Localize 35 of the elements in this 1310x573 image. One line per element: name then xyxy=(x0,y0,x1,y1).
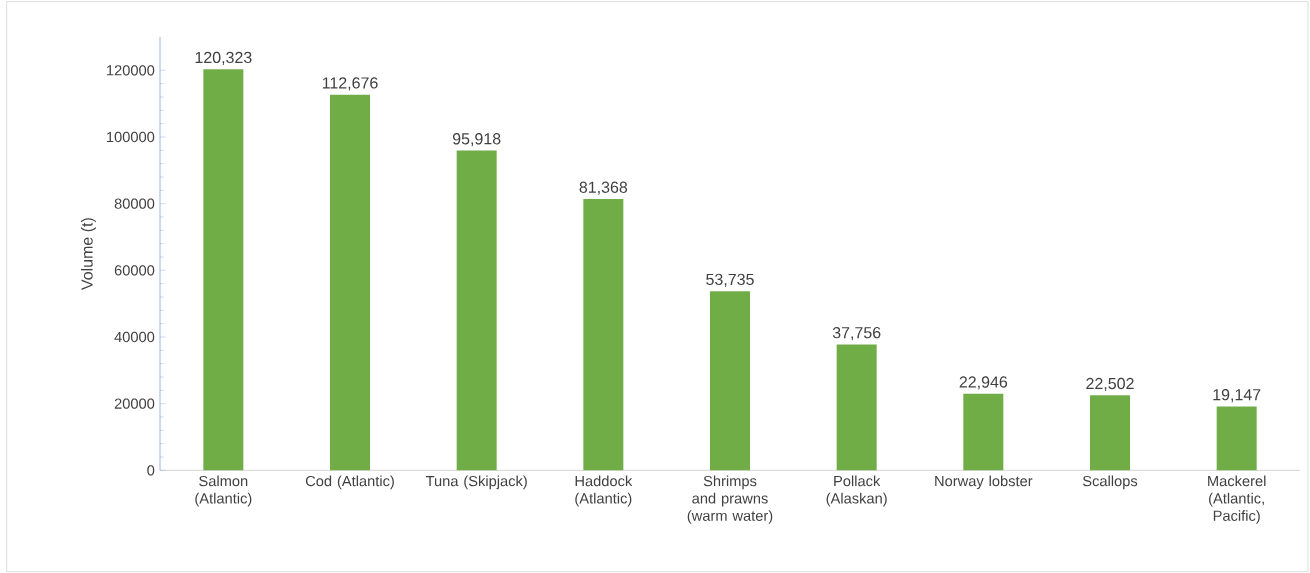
x-tick-label: Shrimps and prawns (warm water) xyxy=(687,475,773,524)
data-label: 22,946 xyxy=(959,376,1008,390)
data-label: 22,502 xyxy=(1086,377,1134,392)
data-label: 53,735 xyxy=(706,273,754,287)
y-axis-title: Volume (t) xyxy=(80,218,96,291)
x-tick-label: Scallops xyxy=(1082,475,1138,490)
data-label: 37,756 xyxy=(832,326,881,341)
data-label: 120,323 xyxy=(195,51,252,65)
x-tick-label: Mackerel (Atlantic, Pacific) xyxy=(1208,475,1266,524)
y-tick-label: 120000 xyxy=(107,65,155,76)
bar xyxy=(330,94,371,471)
y-tick-label: 20000 xyxy=(114,398,155,409)
x-tick-label: Pollack (Alaskan) xyxy=(826,475,887,507)
x-tick-label: Norway lobster xyxy=(935,475,1033,490)
data-label: 112,676 xyxy=(322,77,378,91)
bar xyxy=(1090,395,1130,471)
bar xyxy=(1216,406,1257,471)
y-tick-label: 40000 xyxy=(114,331,155,343)
data-label: 95,918 xyxy=(452,133,501,147)
x-tick-label: Salmon (Atlantic) xyxy=(195,475,252,507)
data-label: 81,368 xyxy=(579,181,628,195)
x-tick-label: Cod (Atlantic) xyxy=(305,475,394,490)
bar xyxy=(583,199,624,471)
bar xyxy=(710,291,750,471)
y-tick-label: 0 xyxy=(147,465,155,476)
y-tick-label: 60000 xyxy=(114,265,155,276)
y-tick-label: 100000 xyxy=(107,131,155,143)
y-tick-label: 80000 xyxy=(114,198,155,209)
x-tick-label: Tuna (Skipjack) xyxy=(425,475,527,490)
bar xyxy=(203,69,244,471)
bar xyxy=(963,393,1004,471)
bar xyxy=(456,150,497,471)
bar xyxy=(836,344,877,471)
data-label: 19,147 xyxy=(1213,389,1261,403)
x-tick-label: Haddock (Atlantic) xyxy=(575,475,633,507)
